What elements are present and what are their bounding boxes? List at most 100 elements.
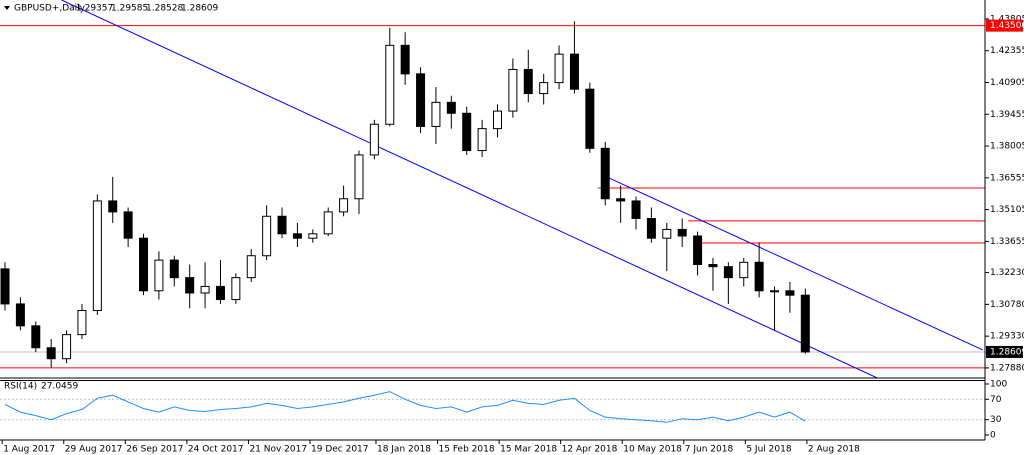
x-tick-label: 12 Apr 2018 (562, 445, 618, 455)
y-tick-label: 70 (990, 395, 1002, 405)
x-tick-label: 7 Jun 2018 (685, 445, 734, 455)
x-tick-label: 2 Aug 2018 (808, 445, 860, 455)
y-tick-label: 1.38005 (990, 142, 1024, 152)
symbol: GBPUSD+,Daily (14, 4, 86, 14)
candle-body (493, 110, 502, 130)
y-tick-label: 1.42355 (990, 46, 1024, 56)
candle-body (646, 217, 656, 239)
candle-body (416, 73, 426, 127)
y-tick-label: 0 (990, 431, 996, 441)
candle-body (15, 303, 25, 327)
y-tick-label: 1.33655 (990, 237, 1024, 247)
price-tag-label: 1.43500 (990, 21, 1024, 31)
candle-body (292, 233, 302, 239)
candle-body (277, 215, 287, 235)
candle-body (31, 325, 41, 349)
candle-body (77, 310, 87, 336)
candle-body (354, 154, 364, 200)
x-tick-label: 10 May 2018 (623, 445, 682, 455)
current-price-label: 1.28609 (990, 347, 1024, 357)
rsi-value: 27.0459 (41, 382, 78, 392)
menu-arrow[interactable] (4, 6, 10, 10)
candle-body (554, 53, 564, 84)
candle-body (508, 68, 518, 112)
candle-body (585, 88, 595, 149)
candle-body (569, 53, 579, 90)
candle-body (123, 211, 133, 239)
y-tick-label: 1.39455 (990, 110, 1024, 120)
candle-body (92, 200, 102, 312)
candle-body (108, 200, 118, 213)
candle-body (785, 290, 795, 296)
candle-body (800, 294, 810, 353)
candle-body (616, 198, 626, 202)
candle-body (677, 228, 687, 237)
candle-body (723, 266, 733, 279)
candle-body (62, 334, 72, 360)
candle-body (431, 101, 441, 127)
header-low: 1.28528 (146, 4, 183, 14)
candle-body (400, 44, 410, 75)
y-tick-label: 1.32230 (990, 268, 1024, 278)
candle-body (215, 285, 225, 301)
y-tick-label: 1.27880 (990, 363, 1024, 373)
price-tag (986, 19, 1023, 32)
x-tick-label: 18 Jan 2018 (377, 445, 431, 455)
candle-body (339, 198, 349, 213)
x-tick-label: 15 Feb 2018 (439, 445, 495, 455)
candle-body (631, 200, 641, 219)
axes: 1.43805 1.42355 1.40905 1.39455 1.38005 1.365… (1, 14, 1024, 455)
candle-body (477, 128, 487, 152)
x-tick-label: 21 Nov 2017 (249, 445, 307, 455)
candle-body (369, 123, 379, 156)
trendline (61, 0, 878, 378)
y-tick-label: 1.30780 (990, 300, 1024, 310)
header-open: 1.29357 (76, 4, 113, 14)
candle-body (154, 259, 164, 292)
x-tick-label: 19 Dec 2017 (311, 445, 369, 455)
candle-body (246, 255, 256, 279)
candle-body (708, 263, 718, 268)
header-high: 1.29585 (111, 4, 148, 14)
price-pane (0, 0, 985, 378)
candle-body (462, 112, 472, 152)
x-tick-label: 24 Oct 2017 (188, 445, 244, 455)
candle-body (262, 215, 272, 257)
candle-body (139, 237, 149, 292)
y-tick-label: 30 (990, 415, 1002, 425)
x-tick-label: 15 Mar 2018 (500, 445, 557, 455)
y-tick-label: 1.43805 (990, 14, 1024, 24)
candle-body (693, 235, 703, 265)
candle-body (739, 261, 749, 279)
candle-body (446, 101, 456, 114)
y-tick-label: 1.29330 (990, 332, 1024, 342)
candle-body (385, 44, 395, 125)
x-tick-label: 29 Aug 2017 (65, 445, 123, 455)
x-tick-label: 1 Aug 2017 (3, 445, 55, 455)
trendline (604, 175, 984, 351)
candle-body (185, 277, 195, 294)
y-tick-label: 1.35105 (990, 205, 1024, 215)
candle-body (600, 147, 610, 200)
rsi-pane (0, 391, 985, 423)
y-tick-label: 100 (990, 380, 1007, 390)
candle-body (662, 228, 672, 239)
candle-body (539, 82, 549, 95)
candle-body (169, 259, 179, 279)
x-tick-label: 5 Jul 2018 (746, 445, 791, 455)
candle-body (308, 233, 318, 239)
candle-body (231, 277, 241, 301)
candle-body (754, 261, 764, 292)
y-tick-label: 1.40905 (990, 78, 1024, 88)
rsi-line (4, 391, 806, 423)
candle-body (46, 347, 56, 360)
x-tick-label: 26 Sep 2017 (126, 445, 183, 455)
y-tick-label: 1.36555 (990, 173, 1024, 183)
candle-body (323, 211, 333, 235)
current-price-tag (986, 345, 1023, 358)
candle-body (770, 290, 780, 293)
rsi-name: RSI(14) (4, 382, 37, 392)
header-close: 1.28609 (181, 4, 218, 14)
candle-body (200, 285, 210, 294)
